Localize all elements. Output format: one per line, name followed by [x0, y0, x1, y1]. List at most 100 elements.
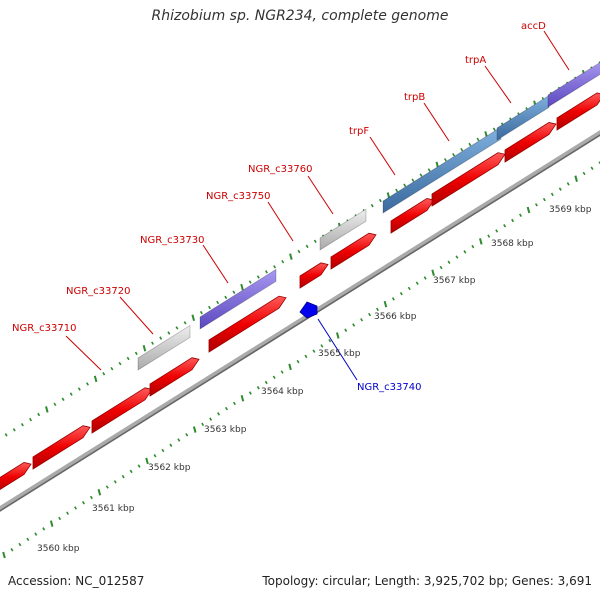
outer-tick: [492, 127, 496, 131]
inner-tick: [113, 480, 117, 484]
inner-tick: [97, 489, 102, 496]
inner-tick: [320, 344, 324, 348]
inner-tick: [304, 354, 308, 359]
outer-tick: [297, 249, 301, 254]
cds-arrow-accD[interactable]: [556, 92, 600, 131]
inner-tick: [590, 166, 594, 170]
leader-NGR_c33710: [65, 335, 102, 371]
inner-tick: [161, 448, 165, 453]
outer-tick: [45, 406, 49, 413]
inner-tick-track: [2, 161, 600, 559]
inner-tick: [574, 175, 578, 182]
outer-tick: [86, 382, 89, 386]
gene-track: [137, 61, 600, 371]
inner-tick: [121, 474, 125, 479]
outer-tick: [20, 422, 24, 427]
inner-tick: [503, 224, 507, 228]
kbp-label-3562: 3562 kbp: [148, 463, 191, 473]
inner-tick: [145, 457, 149, 465]
outer-tick: [208, 305, 211, 310]
inner-tick: [542, 197, 546, 202]
leader-trpA: [484, 65, 512, 104]
gene-label-NGR_c33730[interactable]: NGR_c33730: [140, 235, 205, 246]
gene-bar-NGR_c33720[interactable]: [137, 324, 191, 371]
cds-arrow-3[interactable]: [91, 387, 153, 434]
cds-track: [0, 92, 600, 492]
kbp-label-3564: 3564 kbp: [261, 387, 304, 397]
outer-tick: [69, 392, 73, 396]
gene-bar-accD[interactable]: [547, 61, 600, 108]
kbp-label-3567: 3567 kbp: [433, 276, 476, 286]
inner-tick: [550, 192, 554, 197]
inner-tick: [225, 406, 228, 411]
gene-label-trpF[interactable]: trpF: [349, 126, 369, 137]
gene-bar-NGR_c33760[interactable]: [319, 208, 367, 251]
outer-tick: [118, 361, 122, 366]
inner-tick: [232, 401, 236, 406]
inner-tick: [153, 453, 157, 458]
cds-arrow-NGR_c33730[interactable]: [208, 295, 287, 353]
gene-label-NGR_c33710[interactable]: NGR_c33710: [12, 323, 77, 334]
leader-NGR_c33740: [317, 318, 358, 381]
gene-label-NGR_c33720[interactable]: NGR_c33720: [66, 286, 131, 297]
outer-tick: [191, 314, 196, 321]
cds-arrow-trpF[interactable]: [390, 198, 435, 234]
inner-tick: [463, 250, 467, 254]
inner-tick: [49, 520, 54, 527]
leader-accD: [543, 30, 570, 71]
outer-tick: [395, 188, 399, 193]
outer-tick: [151, 341, 155, 345]
cds-arrow-NGR_c33760[interactable]: [330, 232, 377, 270]
cds-arrow-minus[interactable]: [299, 301, 318, 319]
kbp-label-3566: 3566 kbp: [374, 312, 417, 322]
inner-tick: [598, 161, 600, 165]
gene-bar-NGR_c33730[interactable]: [199, 268, 277, 330]
inner-tick: [415, 281, 419, 285]
inner-tick: [479, 238, 483, 245]
gene-label-trpB[interactable]: trpB: [404, 92, 425, 103]
inner-tick: [66, 511, 70, 515]
map-title: Rhizobium sp. NGR234, complete genome: [151, 8, 449, 24]
inner-tick: [582, 171, 586, 176]
inner-tick: [407, 286, 411, 291]
inner-tick: [288, 363, 292, 371]
gene-bar-trpF-trpB[interactable]: [382, 126, 502, 214]
gene-label-NGR_c33740[interactable]: NGR_c33740: [357, 382, 422, 393]
outer-tick: [378, 198, 382, 203]
outer-tick: [224, 295, 228, 300]
cds-arrow-trpB[interactable]: [431, 152, 506, 207]
inner-tick: [105, 485, 109, 489]
outer-tick: [248, 280, 252, 284]
inner-tick: [344, 328, 348, 332]
inner-tick: [376, 307, 379, 312]
inner-tick: [81, 501, 85, 505]
inner-tick: [335, 332, 340, 339]
cds-arrow-1[interactable]: [0, 462, 32, 492]
inner-tick: [534, 203, 538, 207]
inner-tick: [423, 276, 427, 280]
cds-arrow-NGR_c33750[interactable]: [299, 262, 329, 289]
outer-tick: [102, 372, 106, 376]
inner-tick: [209, 417, 213, 421]
inner-tick: [137, 464, 141, 468]
leader-NGR_c33750: [267, 201, 294, 242]
outer-tick: [126, 356, 130, 361]
cds-arrow-NGR_c33720[interactable]: [149, 357, 200, 397]
kbp-label-3561: 3561 kbp: [92, 504, 135, 514]
inner-tick: [272, 375, 276, 380]
cds-arrow-2[interactable]: [32, 425, 91, 470]
cds-arrow-trpA[interactable]: [504, 122, 557, 163]
inner-tick: [129, 469, 133, 474]
leader-NGR_c33730: [202, 244, 229, 284]
inner-tick: [526, 206, 531, 214]
leader-trpF: [369, 136, 396, 176]
gene-label-accD[interactable]: accD: [521, 21, 546, 32]
gene-label-trpA[interactable]: trpA: [465, 55, 486, 66]
gene-bar-trpA[interactable]: [496, 94, 550, 141]
gene-label-NGR_c33760[interactable]: NGR_c33760: [248, 164, 313, 175]
outer-tick: [93, 375, 98, 383]
inner-tick: [439, 265, 443, 270]
genome-summary-text: Topology: circular; Length: 3,925,702 bp…: [262, 574, 592, 588]
label-leaders: [65, 30, 570, 381]
gene-label-NGR_c33750[interactable]: NGR_c33750: [206, 191, 271, 202]
